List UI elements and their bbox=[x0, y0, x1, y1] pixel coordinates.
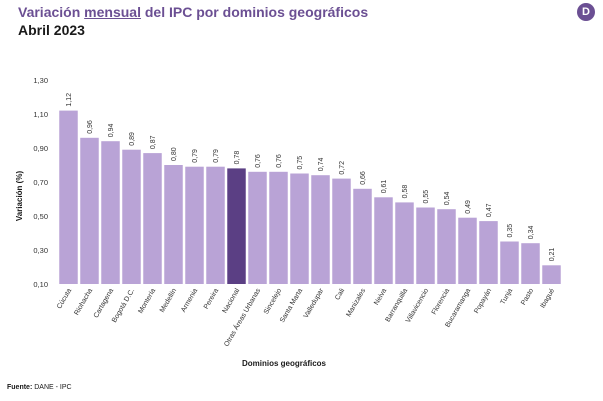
value-label: 0,61 bbox=[381, 180, 388, 194]
chart-title: Variación mensual del IPC por dominios g… bbox=[18, 4, 368, 20]
bar bbox=[101, 141, 120, 284]
bar bbox=[164, 165, 183, 284]
value-label: 0,78 bbox=[234, 151, 241, 165]
title-underlined-word: mensual bbox=[84, 4, 141, 20]
bar bbox=[353, 188, 372, 284]
value-label: 0,54 bbox=[444, 191, 451, 205]
bar bbox=[437, 209, 456, 284]
y-tick-label: 1,10 bbox=[33, 110, 48, 119]
value-label: 0,55 bbox=[423, 190, 430, 204]
bar bbox=[248, 171, 267, 284]
bar bbox=[374, 197, 393, 284]
bar bbox=[290, 173, 309, 284]
bar bbox=[311, 175, 330, 284]
value-label: 0,94 bbox=[108, 123, 115, 137]
y-tick-label: 0,50 bbox=[33, 212, 48, 221]
value-label: 0,89 bbox=[129, 132, 136, 146]
category-label: Nacional bbox=[222, 287, 242, 314]
bar bbox=[59, 110, 78, 284]
bar bbox=[80, 137, 99, 284]
category-label: Manizales bbox=[345, 287, 367, 318]
value-label: 0,35 bbox=[507, 224, 514, 238]
bar bbox=[416, 207, 435, 284]
category-label: Santa Marta bbox=[279, 287, 304, 324]
category-label: Riohacha bbox=[73, 287, 94, 316]
value-label: 0,74 bbox=[318, 157, 325, 171]
category-label: Sincelejo bbox=[263, 287, 283, 315]
value-label: 0,80 bbox=[171, 147, 178, 161]
bar bbox=[143, 153, 162, 284]
value-label: 0,76 bbox=[276, 154, 283, 168]
bar bbox=[269, 171, 288, 284]
bar-chart: 0,10 0,30 0,50 0,70 0,90 1,10 1,30 1,12 0,96 0,9… bbox=[15, 76, 561, 368]
title-suffix: del IPC por dominios geográficos bbox=[144, 4, 369, 20]
value-label: 0,79 bbox=[213, 149, 220, 163]
category-label: Villavicencio bbox=[405, 287, 430, 324]
category-label: Ibagué bbox=[539, 287, 556, 309]
category-label: Neiva bbox=[373, 287, 388, 306]
bar bbox=[458, 217, 477, 284]
category-label: Tunja bbox=[500, 287, 515, 306]
y-tick-label: 1,30 bbox=[33, 76, 48, 85]
y-tick-label: 0,90 bbox=[33, 144, 48, 153]
bar bbox=[122, 149, 141, 284]
value-label: 0,75 bbox=[297, 156, 304, 170]
value-label: 0,72 bbox=[339, 161, 346, 175]
value-label: 0,96 bbox=[87, 120, 94, 134]
value-label: 0,87 bbox=[150, 135, 157, 149]
bar bbox=[395, 202, 414, 284]
source-note: Fuente: DANE - IPC bbox=[7, 384, 72, 391]
bar bbox=[227, 168, 246, 284]
x-axis-label: Dominios geográficos bbox=[242, 359, 327, 368]
value-label: 0,49 bbox=[465, 200, 472, 214]
category-label: Cartagena bbox=[93, 287, 115, 319]
category-label: Florencia bbox=[431, 287, 452, 316]
category-label: Montería bbox=[137, 287, 157, 315]
category-label: Medellín bbox=[159, 287, 178, 314]
source-label: Fuente: bbox=[7, 384, 33, 391]
y-axis: 0,10 0,30 0,50 0,70 0,90 1,10 1,30 bbox=[33, 76, 48, 289]
category-label: Otras Áreas Urbanas bbox=[222, 286, 263, 348]
y-tick-label: 0,10 bbox=[33, 280, 48, 289]
bar bbox=[206, 166, 225, 284]
category-label: Armenia bbox=[180, 287, 199, 313]
bar bbox=[542, 265, 561, 284]
value-label: 0,47 bbox=[486, 203, 493, 217]
value-label: 0,21 bbox=[549, 248, 556, 262]
value-labels: 1,12 0,96 0,94 0,89 0,87 0,80 0,79 0,79 0,78 0,76… bbox=[66, 93, 556, 261]
bar bbox=[500, 241, 519, 284]
bar bbox=[185, 166, 204, 284]
category-label: Cali bbox=[334, 287, 346, 301]
title-prefix: Variación bbox=[18, 4, 81, 20]
y-tick-label: 0,70 bbox=[33, 178, 48, 187]
category-label: Cúcuta bbox=[56, 287, 73, 310]
value-label: 0,76 bbox=[255, 154, 262, 168]
dane-logo: D bbox=[577, 3, 595, 21]
value-label: 0,34 bbox=[528, 225, 535, 239]
source-value: DANE - IPC bbox=[34, 384, 72, 391]
category-label: Bogotá D.C. bbox=[111, 287, 136, 324]
category-label: Valledupar bbox=[303, 287, 326, 320]
value-label: 0,58 bbox=[402, 185, 409, 199]
value-label: 1,12 bbox=[66, 93, 73, 107]
y-axis-label: Variación (%) bbox=[15, 171, 24, 222]
category-label: Popayán bbox=[473, 287, 493, 315]
value-label: 0,79 bbox=[192, 149, 199, 163]
bars bbox=[59, 110, 561, 284]
category-label: Pereira bbox=[203, 287, 220, 310]
y-tick-label: 0,30 bbox=[33, 246, 48, 255]
bar bbox=[521, 243, 540, 284]
value-label: 0,66 bbox=[360, 171, 367, 185]
bar bbox=[479, 221, 498, 284]
category-label: Pasto bbox=[520, 287, 535, 306]
bar bbox=[332, 178, 351, 284]
chart-subtitle: Abril 2023 bbox=[18, 22, 85, 38]
